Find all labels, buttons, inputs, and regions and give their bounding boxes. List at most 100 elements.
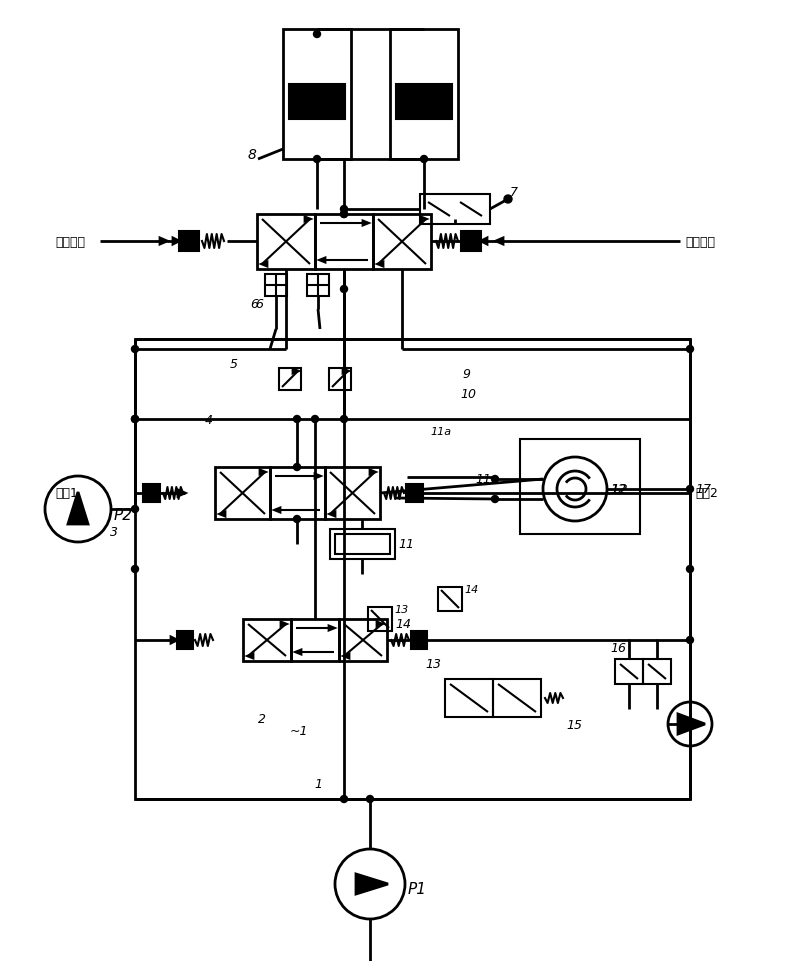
Circle shape — [131, 416, 138, 423]
Circle shape — [668, 702, 712, 747]
Text: 16: 16 — [610, 641, 626, 653]
Bar — [368, 607, 392, 631]
Text: 8: 8 — [248, 148, 257, 161]
Text: 旋转1: 旋转1 — [55, 487, 78, 500]
Text: P1: P1 — [408, 881, 427, 897]
Polygon shape — [330, 512, 335, 516]
Circle shape — [366, 796, 374, 802]
Circle shape — [341, 416, 347, 423]
Circle shape — [341, 211, 347, 218]
Bar — [339, 619, 387, 661]
Circle shape — [341, 796, 347, 802]
Polygon shape — [260, 471, 265, 475]
Polygon shape — [378, 262, 383, 267]
Bar — [270, 467, 325, 520]
Bar — [330, 530, 395, 559]
Bar — [179, 232, 199, 252]
Text: 5: 5 — [230, 358, 238, 371]
Circle shape — [294, 464, 301, 471]
Bar — [289, 85, 345, 120]
Polygon shape — [173, 238, 179, 245]
Polygon shape — [320, 259, 325, 262]
Polygon shape — [410, 490, 417, 497]
Polygon shape — [370, 471, 375, 475]
Polygon shape — [262, 262, 267, 267]
Text: 动臂提升: 动臂提升 — [685, 235, 715, 248]
Circle shape — [686, 346, 694, 353]
Polygon shape — [275, 508, 280, 512]
Circle shape — [311, 416, 318, 423]
Text: 12: 12 — [610, 482, 628, 497]
Polygon shape — [68, 492, 88, 525]
Circle shape — [314, 32, 321, 38]
Circle shape — [341, 286, 347, 293]
Text: 9: 9 — [462, 368, 470, 382]
Bar — [520, 439, 640, 534]
Bar — [420, 195, 490, 225]
Bar — [411, 631, 427, 650]
Text: 1: 1 — [314, 777, 322, 791]
Circle shape — [491, 496, 498, 503]
Text: 15: 15 — [566, 719, 582, 731]
Bar — [445, 679, 493, 717]
Bar — [390, 30, 458, 160]
Text: P2: P2 — [114, 507, 133, 522]
Bar — [325, 467, 380, 520]
Bar — [279, 369, 301, 390]
Bar — [215, 467, 270, 520]
Bar — [329, 369, 351, 390]
Text: 动臂下降: 动臂下降 — [55, 235, 85, 248]
Text: ~1: ~1 — [290, 725, 309, 738]
Bar — [177, 631, 193, 650]
Polygon shape — [281, 623, 286, 627]
Circle shape — [421, 157, 427, 163]
Polygon shape — [678, 714, 705, 734]
Bar — [493, 679, 541, 717]
Circle shape — [294, 516, 301, 523]
Polygon shape — [496, 238, 503, 245]
Polygon shape — [171, 637, 177, 643]
Polygon shape — [160, 238, 167, 245]
Circle shape — [294, 416, 301, 423]
Circle shape — [341, 207, 347, 213]
Polygon shape — [220, 512, 225, 516]
Text: 13: 13 — [425, 658, 441, 671]
Polygon shape — [344, 654, 349, 658]
Circle shape — [504, 196, 512, 204]
Bar — [396, 85, 452, 120]
Bar — [283, 30, 351, 160]
Polygon shape — [315, 475, 320, 479]
Circle shape — [131, 506, 138, 513]
Text: 旋转2: 旋转2 — [695, 487, 718, 500]
Polygon shape — [343, 370, 348, 374]
Bar — [461, 232, 481, 252]
Text: 14: 14 — [464, 584, 478, 595]
Circle shape — [341, 211, 347, 218]
Text: 3: 3 — [110, 525, 118, 538]
Bar — [265, 275, 287, 297]
Circle shape — [131, 416, 138, 423]
Polygon shape — [356, 875, 388, 894]
Circle shape — [686, 486, 694, 493]
Text: 6: 6 — [255, 298, 263, 311]
Text: 2: 2 — [258, 713, 266, 726]
Circle shape — [131, 346, 138, 353]
Polygon shape — [293, 370, 298, 374]
Text: 11: 11 — [475, 473, 491, 486]
Bar — [335, 534, 390, 554]
Text: 4: 4 — [205, 413, 213, 426]
Text: 13: 13 — [394, 604, 408, 614]
Bar — [291, 619, 339, 661]
Polygon shape — [305, 218, 310, 222]
Bar — [135, 339, 690, 800]
Text: 11: 11 — [398, 538, 414, 551]
Polygon shape — [377, 623, 382, 627]
Polygon shape — [296, 651, 301, 654]
Circle shape — [335, 850, 405, 919]
Text: 6: 6 — [250, 298, 258, 311]
Bar — [438, 587, 462, 611]
Polygon shape — [481, 238, 487, 245]
Polygon shape — [178, 490, 185, 497]
Polygon shape — [363, 222, 368, 226]
Circle shape — [686, 566, 694, 573]
